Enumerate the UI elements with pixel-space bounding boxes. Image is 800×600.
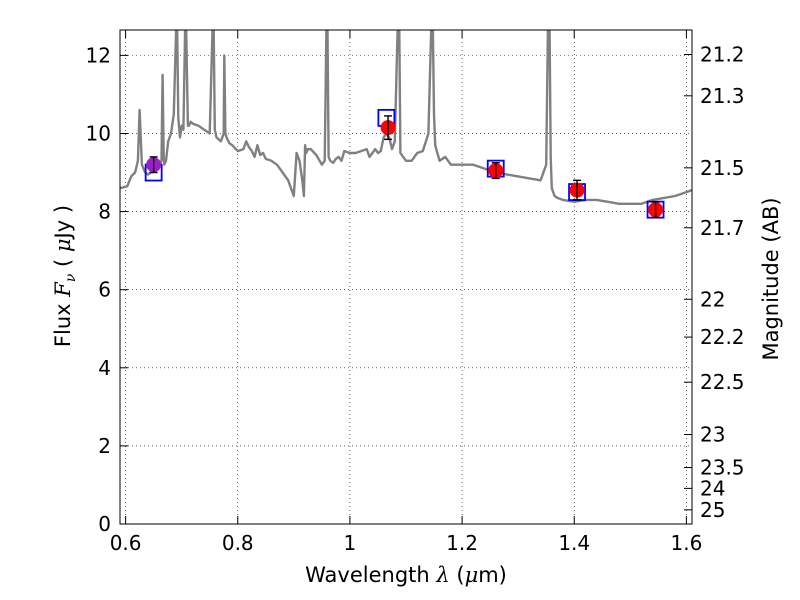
error-bar (491, 162, 500, 180)
x-tick-label: 0.6 (110, 531, 142, 555)
error-bar (573, 179, 582, 201)
mag-tick-label: 25 (700, 498, 725, 522)
mag-tick-label: 22.5 (700, 370, 745, 394)
y-tick-label: 10 (86, 121, 111, 145)
mag-tick-label: 21.7 (700, 216, 745, 240)
error-bar (384, 115, 393, 141)
error-bar (149, 156, 158, 174)
x-tick-label: 1 (344, 531, 357, 555)
y-tick-label: 6 (98, 278, 111, 302)
x-axis-label: Wavelength λ (μm) (305, 563, 507, 587)
mag-tick-label: 22.2 (700, 325, 745, 349)
mag-tick-label: 23.5 (700, 456, 745, 480)
x-tick-label: 0.8 (222, 531, 254, 555)
x-tick-label: 1.4 (558, 531, 590, 555)
mag-tick-label: 21.5 (700, 156, 745, 180)
mag-tick-label: 24 (700, 476, 725, 500)
mag-tick-label: 23 (700, 423, 725, 447)
y2-axis-label: Magnitude (AB) (759, 197, 783, 360)
y-tick-label: 0 (98, 512, 111, 536)
plot-area (120, 30, 692, 219)
mag-tick-label: 21.3 (700, 84, 745, 108)
mag-tick-label: 22 (700, 287, 725, 311)
x-tick-label: 1.2 (446, 531, 478, 555)
mag-tick-label: 21.2 (700, 42, 745, 66)
y-tick-label: 8 (98, 200, 111, 224)
y-tick-label: 12 (86, 43, 111, 67)
y-axis-label: Flux Fν ( μJy ) (51, 205, 79, 347)
plot-frame (119, 29, 693, 525)
x-tick-label: 1.6 (670, 531, 702, 555)
y-tick-label: 4 (98, 356, 111, 380)
error-bar (651, 201, 660, 219)
y-tick-label: 2 (98, 434, 111, 458)
